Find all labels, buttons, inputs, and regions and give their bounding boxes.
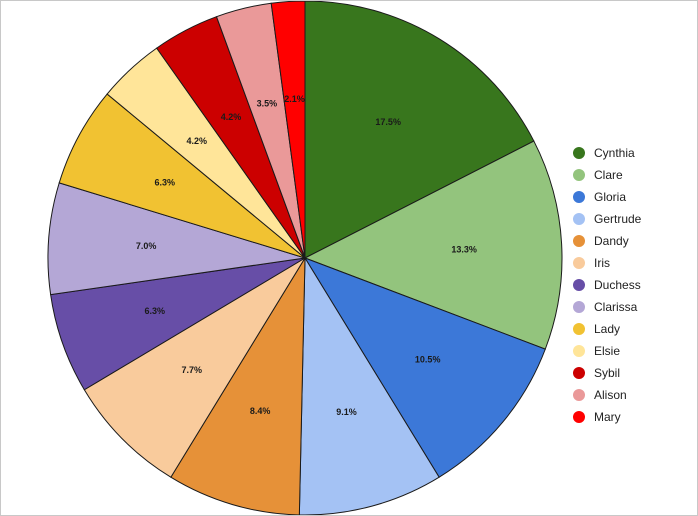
legend-marker <box>573 169 585 181</box>
legend-marker <box>573 367 585 379</box>
legend-label: Lady <box>594 322 621 336</box>
slice-label-mary: 2.1% <box>284 94 305 104</box>
legend-item-mary: Mary <box>573 406 683 428</box>
legend-label: Clarissa <box>594 300 638 314</box>
legend-item-lady: Lady <box>573 318 683 340</box>
legend-marker <box>573 213 585 225</box>
legend-item-sybil: Sybil <box>573 362 683 384</box>
pie-slice-dandy <box>170 256 306 515</box>
slice-label-alison: 3.5% <box>257 98 278 108</box>
legend-marker <box>573 411 585 423</box>
legend-item-iris: Iris <box>573 252 683 274</box>
slice-label-gloria: 10.5% <box>415 355 441 365</box>
slice-label-duchess: 6.3% <box>145 306 166 316</box>
legend-marker <box>573 323 585 335</box>
legend-label: Clare <box>594 168 623 182</box>
slice-label-gertrude: 9.1% <box>336 407 357 417</box>
legend-label: Iris <box>594 256 610 270</box>
legend-marker <box>573 389 585 401</box>
slice-label-sybil: 4.2% <box>221 112 242 122</box>
slice-label-elsie: 4.2% <box>186 136 207 146</box>
legend-label: Gloria <box>594 190 627 204</box>
legend-item-cynthia: Cynthia <box>573 142 683 164</box>
pie-slice-gertrude <box>298 256 440 515</box>
legend-item-alison: Alison <box>573 384 683 406</box>
legend-label: Cynthia <box>594 146 635 160</box>
legend-marker <box>573 191 585 203</box>
legend-marker <box>573 279 585 291</box>
legend-label: Gertrude <box>594 212 642 226</box>
legend-label: Duchess <box>594 278 641 292</box>
legend-item-gloria: Gloria <box>573 186 683 208</box>
legend-marker <box>573 301 585 313</box>
chart-legend: Cynthia Clare Gloria Gertrude Dandy Iris Duche… <box>573 142 683 428</box>
legend-marker <box>573 147 585 159</box>
legend-item-clarissa: Clarissa <box>573 296 683 318</box>
pie-slice-cynthia <box>304 1 535 259</box>
pie-slice-iris <box>83 257 306 478</box>
legend-label: Mary <box>594 410 621 424</box>
slice-label-clare: 13.3% <box>451 244 477 254</box>
pie-slice-mary <box>270 1 306 259</box>
legend-item-elsie: Elsie <box>573 340 683 362</box>
legend-item-dandy: Dandy <box>573 230 683 252</box>
slice-label-iris: 7.7% <box>181 365 202 375</box>
legend-label: Elsie <box>594 344 621 358</box>
slice-label-clarissa: 7.0% <box>136 241 157 251</box>
legend-marker <box>573 345 585 357</box>
pie-slice-clarissa <box>47 182 306 296</box>
slice-label-cynthia: 17.5% <box>375 117 401 127</box>
legend-marker <box>573 235 585 247</box>
slice-label-dandy: 8.4% <box>250 406 271 416</box>
slice-label-lady: 6.3% <box>154 177 175 187</box>
pie-slice-clare <box>303 140 563 350</box>
legend-item-duchess: Duchess <box>573 274 683 296</box>
legend-label: Dandy <box>594 234 629 248</box>
legend-label: Sybil <box>594 366 621 380</box>
legend-item-gertrude: Gertrude <box>573 208 683 230</box>
legend-marker <box>573 257 585 269</box>
legend-item-clare: Clare <box>573 164 683 186</box>
pie-slice-gloria <box>303 257 546 478</box>
legend-label: Alison <box>594 388 627 402</box>
